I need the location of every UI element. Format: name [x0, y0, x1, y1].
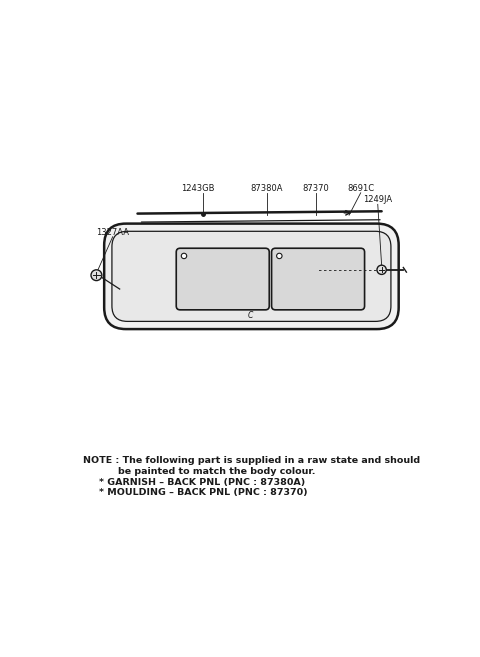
- PathPatch shape: [112, 231, 391, 321]
- Circle shape: [181, 253, 187, 259]
- Text: 8691C: 8691C: [347, 184, 374, 193]
- Text: 87370: 87370: [302, 184, 329, 193]
- Text: * GARNISH – BACK PNL (PNC : 87380A): * GARNISH – BACK PNL (PNC : 87380A): [99, 478, 305, 487]
- Text: 1327AA: 1327AA: [96, 228, 129, 237]
- Circle shape: [91, 270, 102, 281]
- FancyBboxPatch shape: [176, 248, 269, 310]
- Text: 1249JA: 1249JA: [363, 195, 392, 204]
- PathPatch shape: [104, 223, 399, 329]
- Circle shape: [377, 265, 386, 275]
- Text: 87380A: 87380A: [251, 184, 283, 193]
- Text: * MOULDING – BACK PNL (PNC : 87370): * MOULDING – BACK PNL (PNC : 87370): [99, 489, 307, 497]
- Text: 1243GB: 1243GB: [181, 184, 215, 193]
- FancyBboxPatch shape: [272, 248, 365, 310]
- Text: NOTE : The following part is supplied in a raw state and should: NOTE : The following part is supplied in…: [83, 456, 420, 465]
- Circle shape: [276, 253, 282, 259]
- Text: C: C: [247, 311, 252, 321]
- Text: be painted to match the body colour.: be painted to match the body colour.: [118, 467, 316, 476]
